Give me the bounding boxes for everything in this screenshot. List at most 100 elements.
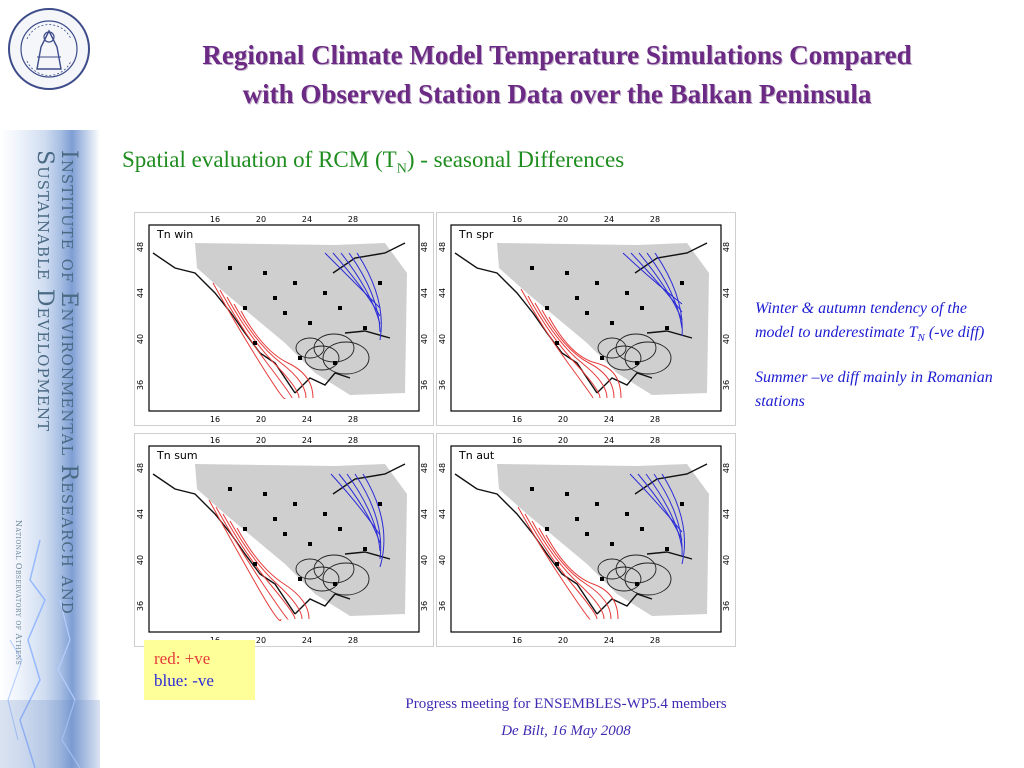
- lightning-decoration: [0, 539, 100, 768]
- station-marker: [575, 296, 579, 300]
- station-marker: [585, 532, 589, 536]
- positive-contour: [541, 309, 615, 399]
- station-marker: [253, 341, 257, 345]
- footer-meeting: Progress meeting for ENSEMBLES-WP5.4 mem…: [405, 696, 727, 712]
- top-tick-label: 20: [256, 436, 266, 445]
- top-tick-label: 24: [604, 215, 614, 224]
- top-tick-label: 20: [558, 215, 568, 224]
- left-lat-label: 36: [438, 601, 447, 611]
- interpretation-notes: Winter & autumn tendency of the model to…: [755, 297, 1005, 430]
- station-marker: [283, 532, 287, 536]
- page-title: Regional Climate Model Temperature Simul…: [100, 36, 1014, 114]
- positive-contour: [527, 295, 601, 399]
- station-marker: [263, 271, 267, 275]
- top-tick-label: 24: [302, 436, 312, 445]
- station-marker: [610, 321, 614, 325]
- station-marker: [565, 271, 569, 275]
- station-marker: [333, 582, 337, 586]
- bottom-tick-label: 28: [650, 415, 660, 424]
- note-p1-subscript: N: [917, 332, 925, 345]
- station-marker: [378, 281, 382, 285]
- station-marker: [243, 306, 247, 310]
- left-lat-label: 36: [136, 601, 145, 611]
- station-marker: [308, 542, 312, 546]
- zero-contour: [597, 558, 627, 580]
- top-tick-label: 28: [348, 215, 358, 224]
- bottom-tick-label: 20: [558, 636, 568, 645]
- legend-red: red: +ve: [154, 649, 211, 668]
- station-marker: [530, 487, 534, 491]
- negative-contour: [629, 473, 683, 533]
- negative-contour: [646, 252, 683, 329]
- bottom-tick-label: 16: [512, 415, 522, 424]
- station-marker: [595, 502, 599, 506]
- station-marker: [253, 562, 257, 566]
- bottom-tick-label: 20: [256, 636, 266, 645]
- station-marker: [635, 582, 639, 586]
- bottom-tick-label: 24: [604, 636, 614, 645]
- sidebar-observatory-text: National Observatory of Athens: [14, 520, 23, 666]
- zero-contour: [322, 341, 370, 375]
- bottom-tick-label: 24: [302, 415, 312, 424]
- negative-contour: [645, 473, 683, 549]
- station-marker: [263, 492, 267, 496]
- bottom-tick-label: 16: [512, 636, 522, 645]
- station-marker: [283, 311, 287, 315]
- station-marker: [680, 281, 684, 285]
- station-marker: [273, 517, 277, 521]
- right-lat-label: 36: [722, 601, 731, 611]
- station-marker: [338, 527, 342, 531]
- positive-contour: [545, 534, 619, 620]
- right-lat-label: 48: [420, 463, 429, 473]
- subtitle-suffix: ) - seasonal Differences: [406, 147, 625, 172]
- positive-contour: [538, 527, 612, 620]
- top-tick-label: 16: [210, 215, 220, 224]
- station-marker: [293, 502, 297, 506]
- station-marker: [293, 281, 297, 285]
- positive-contour: [222, 513, 296, 620]
- subtitle-subscript: N: [396, 161, 407, 177]
- title-line-2: with Observed Station Data over the Balk…: [242, 79, 872, 109]
- zero-contour: [304, 566, 340, 592]
- zero-contour: [606, 566, 642, 592]
- station-marker: [378, 502, 382, 506]
- bottom-tick-label: 28: [348, 636, 358, 645]
- station-marker: [585, 311, 589, 315]
- bottom-tick-label: 16: [210, 415, 220, 424]
- positive-contour: [531, 520, 605, 620]
- zero-contour: [597, 337, 627, 359]
- zero-contour: [304, 345, 340, 371]
- negative-contour: [340, 252, 381, 325]
- map-panel-winter: Tn win 16 20 24 28 16 20 24 28 48 48 44 44 40 40 36 36: [134, 212, 434, 426]
- zero-contour: [606, 345, 642, 371]
- top-tick-label: 20: [558, 436, 568, 445]
- station-marker: [665, 326, 669, 330]
- sidebar: Institute of Environmental Research and …: [0, 0, 100, 768]
- map-panel-summer: Tn sum16202428162024284848444440403636: [134, 433, 434, 647]
- top-tick-label: 16: [512, 215, 522, 224]
- positive-contour: [548, 316, 622, 399]
- left-lat-label: 48: [136, 242, 145, 252]
- map-panel-spring: Tn spr 16 20 24 28 16 20 24 28 48 48 44 44 40 40 36 36: [436, 212, 736, 426]
- top-tick-label: 20: [256, 215, 266, 224]
- bottom-tick-label: 20: [256, 415, 266, 424]
- model-domain-shade: [195, 464, 407, 616]
- station-marker: [545, 306, 549, 310]
- station-marker: [640, 306, 644, 310]
- top-tick-label: 28: [348, 436, 358, 445]
- bottom-tick-label: 20: [558, 415, 568, 424]
- right-lat-label: 44: [420, 288, 429, 298]
- top-tick-label: 16: [210, 436, 220, 445]
- negative-contour: [630, 252, 683, 313]
- station-marker: [610, 542, 614, 546]
- panel-label: Tn sum: [156, 449, 198, 462]
- color-legend: red: +ve blue: -ve: [144, 640, 255, 700]
- station-marker: [323, 512, 327, 516]
- observatory-seal-icon: [8, 8, 90, 90]
- note-p1-text: Winter & autumn tendency of the model to…: [755, 300, 967, 341]
- zero-contour: [295, 558, 325, 580]
- zero-contour: [624, 341, 672, 375]
- positive-contour: [219, 289, 293, 399]
- top-tick-label: 28: [650, 215, 660, 224]
- positive-contour: [524, 513, 598, 620]
